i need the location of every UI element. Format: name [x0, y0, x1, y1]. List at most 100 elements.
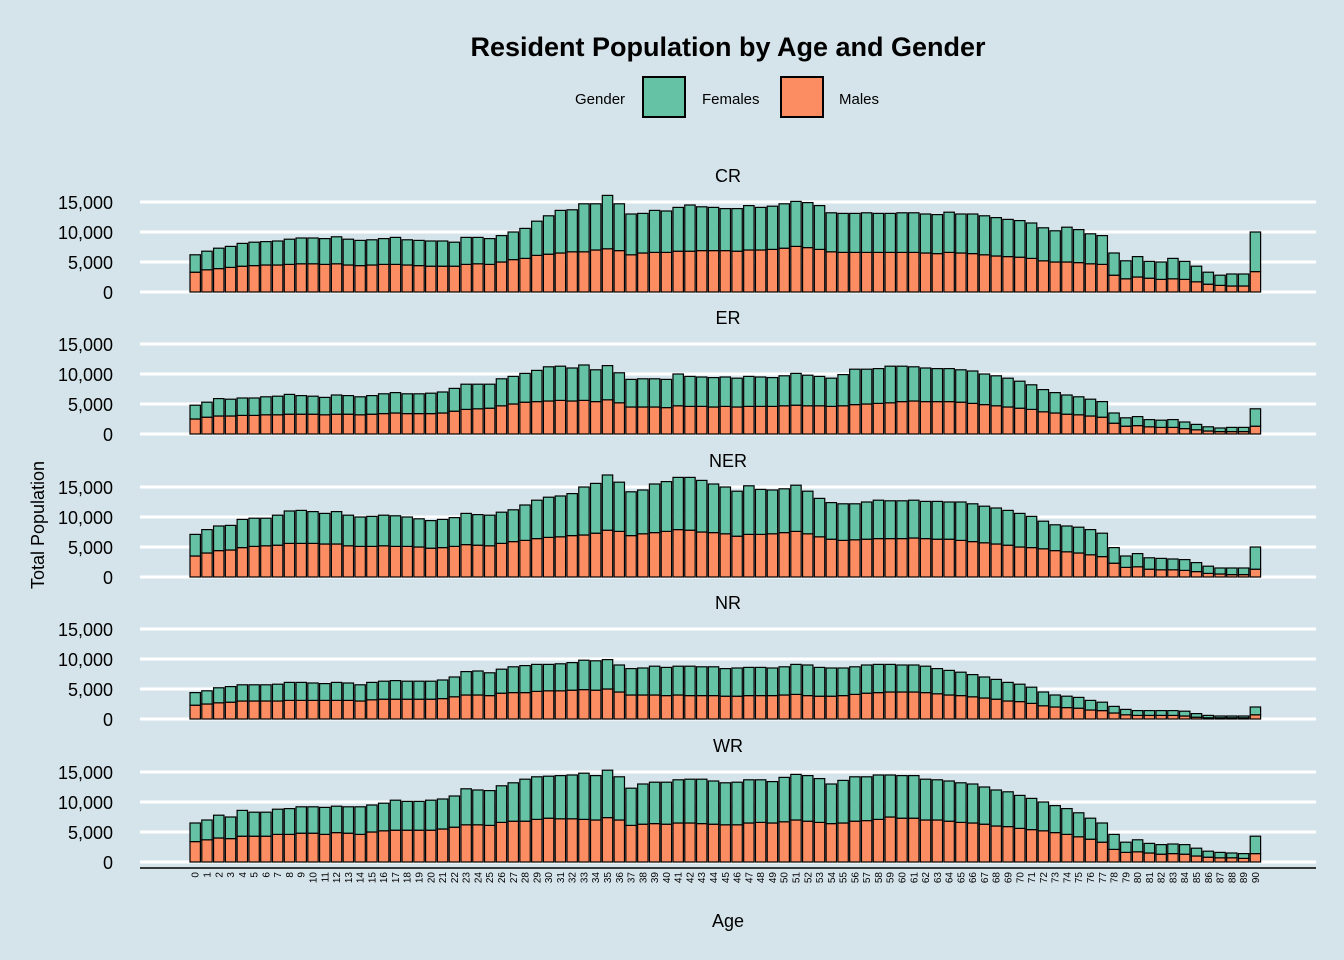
bar-females	[413, 393, 425, 415]
bar-females	[472, 383, 484, 410]
bar-females	[389, 799, 402, 831]
bar-females	[425, 680, 437, 700]
bar-females	[1120, 417, 1132, 427]
bar-males	[672, 694, 684, 720]
bar-males	[566, 251, 578, 293]
bar-males	[566, 689, 578, 720]
bar-females	[1049, 230, 1061, 263]
bar-males	[695, 531, 708, 578]
bar-males	[260, 700, 272, 720]
bar-males	[283, 699, 296, 720]
bar-females	[389, 236, 402, 265]
bar-males	[330, 543, 343, 578]
x-tick-label: 55	[839, 872, 850, 884]
bar-females	[1155, 709, 1167, 716]
bar-males	[318, 833, 331, 863]
bar-females	[554, 365, 567, 402]
bar-females	[719, 376, 732, 407]
bar-females	[1202, 850, 1215, 858]
bar-males	[601, 529, 614, 578]
bar-males	[236, 546, 249, 578]
bar-females	[542, 775, 555, 819]
bar-females	[401, 393, 414, 415]
bar-males	[236, 414, 249, 435]
bar-females	[519, 664, 531, 694]
bar-males	[743, 533, 755, 578]
bar-males	[295, 699, 308, 720]
bar-males	[377, 698, 390, 720]
bar-males	[495, 821, 508, 863]
bar-females	[672, 665, 684, 696]
facet-er: ER 0 5,000 10,000 15,000	[58, 308, 1316, 445]
bar-males	[919, 252, 932, 293]
bar-males	[719, 405, 732, 435]
bar-males	[825, 251, 838, 293]
bar-females	[1155, 557, 1167, 571]
bar-females	[531, 369, 543, 403]
bar-males	[448, 545, 461, 578]
bar-males	[542, 690, 555, 720]
bar-females	[1226, 426, 1238, 433]
bar-males	[719, 250, 732, 293]
bar-females	[660, 481, 673, 533]
bar-males	[601, 688, 614, 720]
bar-males	[1167, 569, 1179, 578]
x-tick-label: 16	[379, 872, 390, 884]
bar-females	[260, 684, 272, 702]
bar-females	[825, 502, 838, 540]
bar-males	[483, 263, 496, 293]
bar-males	[1120, 714, 1132, 720]
x-tick-label: 42	[685, 872, 696, 884]
bar-males	[460, 543, 472, 578]
bar-males	[354, 700, 366, 720]
bar-females	[460, 383, 472, 411]
bar-females	[1025, 384, 1038, 410]
bar-males	[1025, 257, 1038, 293]
bar-females	[1037, 227, 1050, 262]
bar-females	[248, 684, 260, 702]
bar-females	[201, 819, 213, 841]
bar-males	[554, 690, 567, 720]
x-tick-label: 75	[1074, 872, 1085, 884]
bar-females	[731, 208, 743, 252]
x-tick-label: 84	[1180, 872, 1191, 884]
bar-males	[354, 414, 366, 435]
bar-males	[1143, 568, 1156, 578]
bar-males	[366, 699, 378, 720]
bar-females	[766, 667, 779, 697]
bar-females	[637, 378, 649, 408]
bar-females	[1025, 686, 1038, 705]
bar-females	[307, 806, 319, 834]
bar-females	[236, 242, 249, 267]
bar-females	[837, 667, 849, 697]
bar-males	[660, 530, 673, 578]
bar-females	[754, 488, 767, 535]
bar-females	[813, 497, 826, 538]
bar-males	[318, 543, 331, 578]
bar-females	[578, 203, 590, 253]
bar-males	[436, 412, 449, 435]
bar-females	[813, 375, 826, 407]
bar-males	[1025, 702, 1038, 720]
bar-females	[212, 687, 225, 704]
bar-females	[1002, 791, 1014, 828]
bar-females	[377, 802, 390, 832]
x-tick-label: 28	[521, 872, 532, 884]
bar-males	[389, 545, 402, 578]
bar-males	[1143, 426, 1156, 435]
y-tick-label: 0	[103, 283, 113, 303]
bar-females	[919, 213, 932, 254]
bar-females	[401, 516, 414, 547]
bar-males	[625, 534, 637, 578]
bar-males	[919, 537, 932, 578]
bar-males	[743, 405, 755, 435]
x-tick-label: 79	[1121, 872, 1132, 884]
bar-females	[978, 505, 991, 544]
x-tick-label: 46	[733, 872, 744, 884]
bar-males	[342, 545, 355, 578]
x-tick-label: 65	[956, 872, 967, 884]
bar-males	[1072, 707, 1085, 720]
bar-males	[695, 250, 708, 293]
bar-females	[943, 501, 955, 540]
bar-females	[578, 772, 590, 821]
